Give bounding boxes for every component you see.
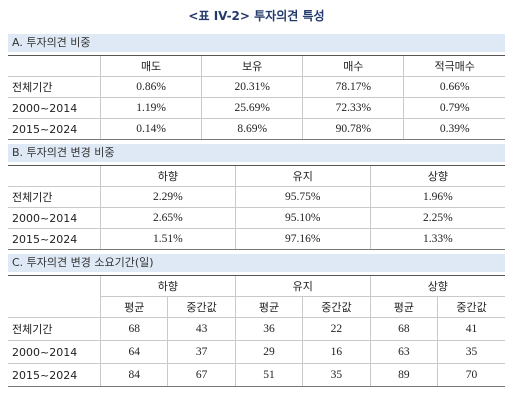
data-table: 하향 유지 상향 전체기간 2.29% 95.75% 1.96% 2000~2014 2.65%… <box>8 165 505 250</box>
column-header: 중간값 <box>167 296 236 318</box>
data-row: 2000~2014 64 37 29 16 63 35 <box>8 340 505 364</box>
data-cell: 90.78% <box>302 118 404 140</box>
column-header: 상향 <box>369 165 505 187</box>
data-cell: 97.16% <box>234 228 371 250</box>
data-cell: 2.65% <box>100 207 236 229</box>
column-header: 하향 <box>100 165 236 187</box>
column-header: 중간값 <box>437 296 505 318</box>
data-row: 전체기간 68 43 36 22 68 41 <box>8 317 505 341</box>
row-label: 2015~2024 <box>8 118 101 140</box>
data-cell: 35 <box>302 363 371 387</box>
data-cell: 78.17% <box>302 76 404 98</box>
row-label: 2000~2014 <box>8 207 101 229</box>
data-cell: 43 <box>167 317 236 341</box>
header-row: 매도 보유 매수 적극매수 <box>8 55 505 77</box>
data-cell: 1.51% <box>100 228 236 250</box>
data-cell: 51 <box>234 363 303 387</box>
column-header: 보유 <box>201 55 303 77</box>
data-cell: 68 <box>369 317 438 341</box>
subheader-row: 평균 중간값 평균 중간값 평균 중간값 <box>8 296 505 318</box>
data-cell: 0.14% <box>99 118 202 140</box>
data-cell: 95.75% <box>234 186 371 208</box>
data-cell: 64 <box>99 340 168 364</box>
data-cell: 0.39% <box>403 118 505 140</box>
column-header: 평균 <box>369 296 438 318</box>
data-cell: 67 <box>167 363 236 387</box>
section-heading: B. 투자의견 변경 비중 <box>8 144 505 162</box>
data-cell: 22 <box>302 317 371 341</box>
data-cell: 0.66% <box>403 76 505 98</box>
group-header: 하향 <box>100 275 236 297</box>
data-cell: 0.86% <box>99 76 202 98</box>
row-label: 전체기간 <box>8 76 101 98</box>
data-cell: 2.29% <box>100 186 236 208</box>
section-heading: C. 투자의견 변경 소요기간(일) <box>8 254 505 272</box>
section-heading: A. 투자의견 비중 <box>8 34 505 52</box>
data-cell: 35 <box>437 340 505 364</box>
column-header: 중간값 <box>302 296 371 318</box>
data-cell: 2.25% <box>369 207 505 229</box>
data-cell: 20.31% <box>201 76 303 98</box>
column-header: 매도 <box>99 55 202 77</box>
data-cell: 16 <box>302 340 371 364</box>
data-cell: 41 <box>437 317 505 341</box>
data-cell: 70 <box>437 363 505 387</box>
data-table: 매도 보유 매수 적극매수 전체기간 0.86% 20.31% 78.17% 0.66% 2000… <box>8 55 505 140</box>
column-header: 적극매수 <box>403 55 505 77</box>
row-label: 전체기간 <box>8 186 101 208</box>
data-row: 전체기간 2.29% 95.75% 1.96% <box>8 186 505 208</box>
data-cell: 36 <box>234 317 303 341</box>
data-cell: 1.96% <box>369 186 505 208</box>
header-row: 하향 유지 상향 <box>8 165 505 187</box>
data-row: 2000~2014 2.65% 95.10% 2.25% <box>8 207 505 229</box>
group-header: 상향 <box>369 275 505 297</box>
data-row: 2000~2014 1.19% 25.69% 72.33% 0.79% <box>8 97 505 119</box>
header-row: 하향 유지 상향 <box>8 275 505 318</box>
data-row: 2015~2024 0.14% 8.69% 90.78% 0.39% <box>8 118 505 140</box>
data-row: 2015~2024 1.51% 97.16% 1.33% <box>8 228 505 250</box>
data-cell: 95.10% <box>234 207 371 229</box>
data-table: 하향 유지 상향 평균 중간값 평균 중간값 평균 중간값 전체기간 68 43 36 22 68 41 200… <box>8 275 505 387</box>
row-label: 2015~2024 <box>8 228 101 250</box>
column-header: 평균 <box>99 296 168 318</box>
corner-cell <box>8 55 101 77</box>
table-title: <표 IV-2> 투자의견 특성 <box>188 9 325 23</box>
data-cell: 8.69% <box>201 118 303 140</box>
corner-cell <box>8 275 101 318</box>
data-cell: 68 <box>99 317 168 341</box>
data-cell: 37 <box>167 340 236 364</box>
data-row: 2015~2024 84 67 51 35 89 70 <box>8 363 505 387</box>
data-cell: 1.19% <box>99 97 202 119</box>
data-cell: 1.33% <box>369 228 505 250</box>
row-label: 2015~2024 <box>8 363 101 387</box>
data-cell: 0.79% <box>403 97 505 119</box>
data-cell: 84 <box>99 363 168 387</box>
data-cell: 72.33% <box>302 97 404 119</box>
corner-cell <box>8 165 101 187</box>
data-cell: 29 <box>234 340 303 364</box>
data-cell: 89 <box>369 363 438 387</box>
row-label: 2000~2014 <box>8 97 101 119</box>
data-row: 전체기간 0.86% 20.31% 78.17% 0.66% <box>8 76 505 98</box>
data-cell: 63 <box>369 340 438 364</box>
column-header: 유지 <box>234 165 371 187</box>
data-cell: 25.69% <box>201 97 303 119</box>
column-header: 평균 <box>234 296 303 318</box>
row-label: 전체기간 <box>8 317 101 341</box>
row-label: 2000~2014 <box>8 340 101 364</box>
column-header: 매수 <box>302 55 404 77</box>
group-header: 유지 <box>234 275 371 297</box>
